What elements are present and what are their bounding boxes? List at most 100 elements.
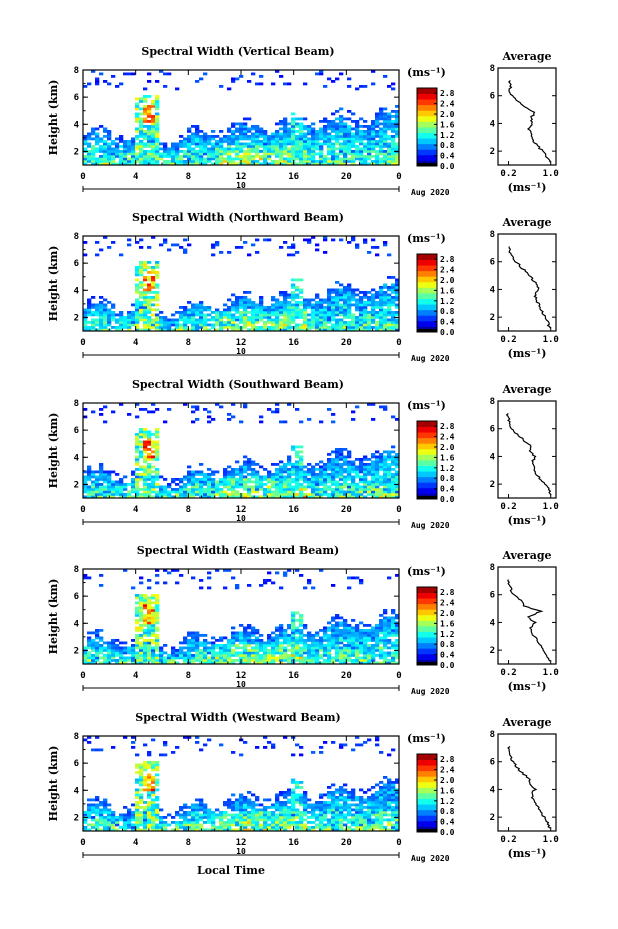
heatmap-cell — [95, 127, 100, 131]
heatmap-cell — [259, 478, 264, 481]
heatmap-cell — [279, 641, 284, 645]
heatmap-cell — [247, 488, 252, 491]
heatmap-cell — [159, 490, 164, 494]
heatmap-cell — [299, 278, 304, 282]
heatmap-cell — [219, 85, 224, 88]
heatmap-cell — [195, 631, 200, 635]
heatmap-cell — [155, 80, 160, 83]
heatmap-cell — [271, 308, 276, 312]
heatmap-cell — [263, 649, 268, 652]
heatmap-cell — [139, 435, 144, 439]
heatmap-cell — [155, 291, 160, 294]
colorbar-swatch — [417, 432, 437, 439]
heatmap-cell — [135, 778, 140, 782]
heatmap-cell — [291, 619, 296, 622]
heatmap-cell — [191, 641, 196, 645]
heatmap-cell — [99, 306, 104, 309]
heatmap-cell — [239, 246, 244, 249]
heatmap-cell — [335, 298, 340, 302]
heatmap-cell — [383, 470, 388, 474]
heatmap-cell — [295, 473, 300, 476]
heatmap-cell — [319, 661, 324, 665]
heatmap-cell — [379, 641, 384, 645]
heatmap-cell — [375, 140, 380, 143]
heatmap-cell — [279, 303, 284, 307]
heatmap-cell — [251, 313, 256, 317]
heatmap-cell — [207, 473, 212, 476]
heatmap-cell — [151, 443, 156, 446]
heatmap-cell — [323, 130, 328, 133]
heatmap-cell — [267, 634, 272, 637]
heatmap-cell — [367, 147, 372, 151]
heatmap-cell — [159, 651, 164, 655]
heatmap-cell — [279, 120, 284, 123]
heatmap-cell — [363, 316, 368, 319]
heatmap-cell — [219, 311, 224, 314]
heatmap-cell — [291, 654, 296, 657]
heatmap-cell — [371, 631, 376, 635]
heatmap-cell — [339, 298, 344, 302]
heatmap-cell — [251, 150, 256, 153]
heatmap-cell — [351, 303, 356, 307]
heatmap-cell — [203, 649, 208, 652]
heatmap-cell — [347, 241, 352, 244]
heatmap-cell — [355, 140, 360, 143]
heatmap-cell — [363, 659, 368, 662]
heatmap-cell — [347, 321, 352, 324]
heatmap-cell — [299, 636, 304, 640]
heatmap-cell — [299, 326, 304, 329]
heatmap-cell — [151, 313, 156, 317]
heatmap-cell — [83, 137, 88, 141]
heatmap-cell — [119, 490, 124, 494]
heatmap-cell — [103, 328, 108, 332]
heatmap-cell — [219, 326, 224, 329]
heatmap-cell — [295, 641, 300, 645]
heatmap-cell — [147, 631, 152, 635]
heatmap-cell — [327, 654, 332, 657]
heatmap-cell — [335, 306, 340, 309]
heatmap-cell — [375, 634, 380, 637]
heatmap-cell — [95, 82, 100, 86]
heatmap-cell — [167, 661, 172, 665]
heatmap-cell — [127, 313, 132, 317]
heatmap-cell — [271, 493, 276, 496]
heatmap-cell — [223, 493, 228, 496]
heatmap-cell — [243, 488, 248, 491]
heatmap-cell — [283, 465, 288, 469]
heatmap-cell — [243, 483, 248, 486]
profile-y-tick-label: 6 — [490, 591, 495, 601]
heatmap-cell — [351, 291, 356, 294]
heatmap-cell — [367, 634, 372, 637]
heatmap-cell — [327, 621, 332, 625]
heatmap-cell — [315, 326, 320, 329]
heatmap-cell — [135, 311, 140, 314]
heatmap-cell — [359, 641, 364, 645]
heatmap-cell — [151, 162, 156, 166]
heatmap-cell — [259, 495, 264, 499]
heatmap-cell — [135, 821, 140, 824]
heatmap-cell — [299, 323, 304, 327]
heatmap-cell — [339, 311, 344, 314]
heatmap-cell — [119, 818, 124, 822]
heatmap-cell — [371, 654, 376, 657]
heatmap-cell — [359, 468, 364, 471]
heatmap-cell — [151, 458, 156, 461]
heatmap-cell — [151, 621, 156, 625]
heatmap-cell — [279, 629, 284, 632]
heatmap-cell — [343, 137, 348, 141]
heatmap-cell — [287, 301, 292, 304]
heatmap-cell — [303, 238, 308, 242]
heatmap-cell — [359, 321, 364, 324]
heatmap-cell — [99, 808, 104, 812]
heatmap-cell — [143, 465, 148, 469]
heatmap-cell — [287, 140, 292, 143]
profile-y-tick-label: 8 — [490, 64, 495, 74]
heatmap-cell — [107, 651, 112, 655]
heatmap-cell — [155, 611, 160, 615]
heatmap-cell — [87, 811, 92, 814]
heatmap-cell — [363, 661, 368, 665]
heatmap-cell — [115, 639, 120, 642]
heatmap-cell — [111, 162, 116, 166]
heatmap-cell — [111, 654, 116, 657]
heatmap-cell — [371, 485, 376, 489]
